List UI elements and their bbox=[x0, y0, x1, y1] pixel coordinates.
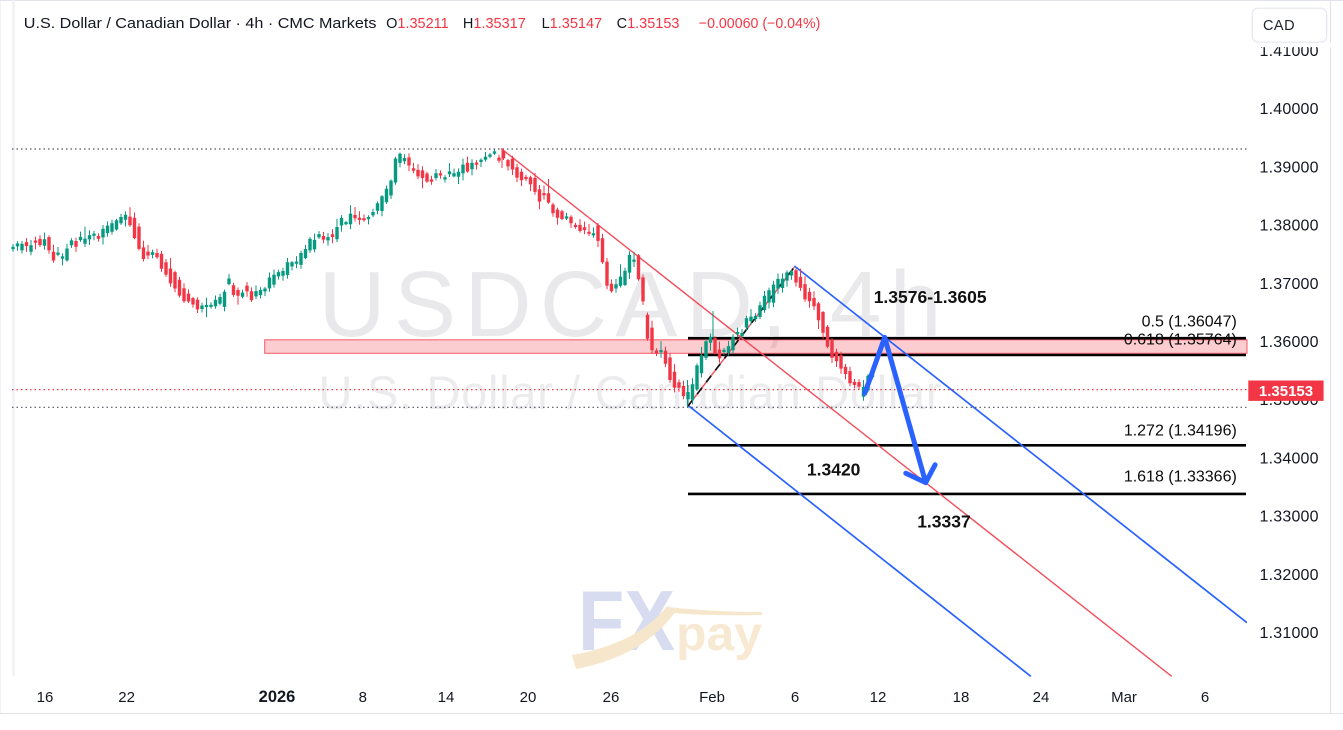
svg-text:0.618 (1.35764): 0.618 (1.35764) bbox=[1124, 332, 1237, 349]
svg-text:Mar: Mar bbox=[1111, 689, 1137, 706]
svg-text:18: 18 bbox=[953, 689, 970, 706]
svg-text:1.34000: 1.34000 bbox=[1260, 451, 1319, 468]
svg-text:1.3576-1.3605: 1.3576-1.3605 bbox=[874, 287, 987, 307]
svg-text:1.38000: 1.38000 bbox=[1260, 218, 1319, 235]
svg-text:O1.35211: O1.35211 bbox=[386, 16, 449, 32]
svg-text:−0.00060 (−0.04%): −0.00060 (−0.04%) bbox=[699, 16, 821, 32]
svg-text:24: 24 bbox=[1033, 689, 1050, 706]
svg-text:6: 6 bbox=[1201, 689, 1209, 706]
svg-text:0.5 (1.36047): 0.5 (1.36047) bbox=[1142, 313, 1237, 330]
svg-text:1.272 (1.34196): 1.272 (1.34196) bbox=[1124, 423, 1237, 440]
svg-text:22: 22 bbox=[118, 689, 135, 706]
svg-text:1.31000: 1.31000 bbox=[1260, 625, 1319, 642]
svg-text:C1.35153: C1.35153 bbox=[617, 16, 680, 32]
svg-text:pay: pay bbox=[676, 608, 762, 661]
svg-text:1.35153: 1.35153 bbox=[1259, 383, 1313, 400]
svg-text:1.618 (1.33366): 1.618 (1.33366) bbox=[1124, 469, 1237, 486]
svg-text:Feb: Feb bbox=[699, 689, 725, 706]
svg-text:14: 14 bbox=[438, 689, 455, 706]
svg-text:6: 6 bbox=[791, 689, 799, 706]
svg-text:12: 12 bbox=[870, 689, 887, 706]
svg-text:U.S. Dollar / Canadian Dollar: U.S. Dollar / Canadian Dollar bbox=[319, 366, 942, 419]
svg-text:2026: 2026 bbox=[259, 688, 296, 706]
svg-text:1.37000: 1.37000 bbox=[1260, 276, 1319, 293]
svg-text:U.S. Dollar / Canadian Dollar: U.S. Dollar / Canadian Dollar · 4h · CMC… bbox=[24, 16, 377, 32]
svg-text:26: 26 bbox=[603, 689, 620, 706]
svg-text:1.36000: 1.36000 bbox=[1260, 334, 1319, 351]
svg-text:1.3420: 1.3420 bbox=[807, 460, 861, 480]
svg-text:L1.35147: L1.35147 bbox=[542, 16, 603, 32]
svg-text:1.40000: 1.40000 bbox=[1260, 101, 1319, 118]
svg-text:8: 8 bbox=[359, 689, 367, 706]
svg-text:1.32000: 1.32000 bbox=[1260, 567, 1319, 584]
svg-text:1.39000: 1.39000 bbox=[1260, 159, 1319, 176]
svg-text:CAD: CAD bbox=[1263, 18, 1295, 34]
svg-text:20: 20 bbox=[520, 689, 537, 706]
svg-text:1.3337: 1.3337 bbox=[917, 511, 971, 531]
svg-text:16: 16 bbox=[37, 689, 54, 706]
svg-text:1.33000: 1.33000 bbox=[1260, 509, 1319, 526]
svg-text:H1.35317: H1.35317 bbox=[463, 16, 526, 32]
